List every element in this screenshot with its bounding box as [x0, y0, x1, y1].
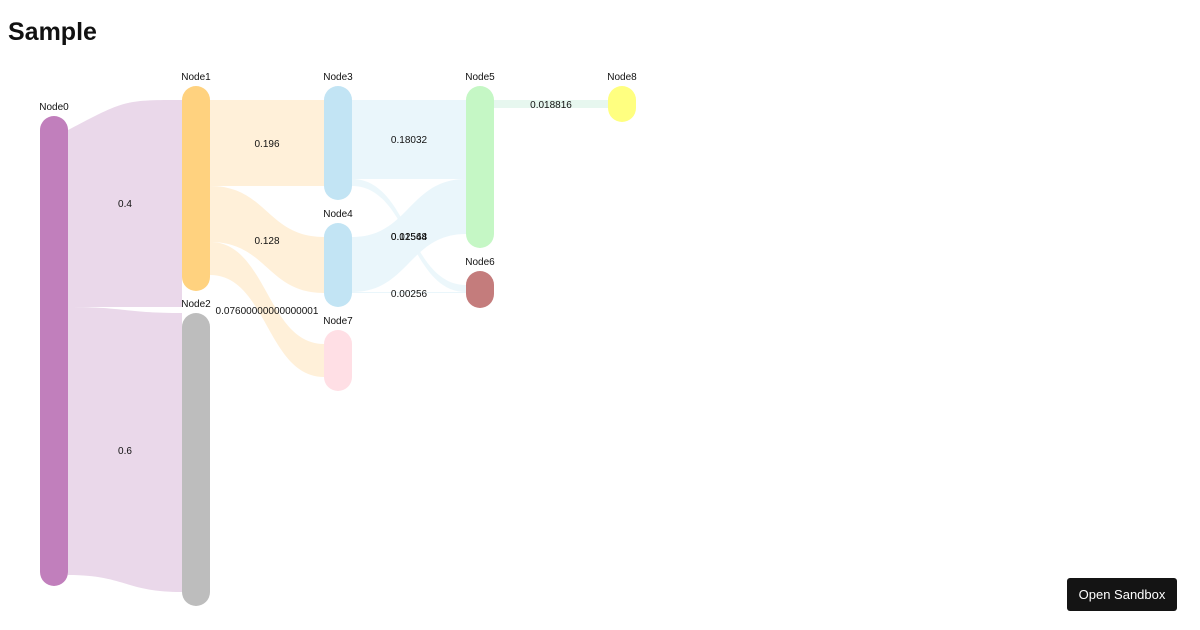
node-label-node6: Node6 — [465, 257, 495, 268]
node-node3[interactable] — [324, 86, 352, 200]
link-label-node1-node7: 0.07600000000000001 — [216, 306, 319, 317]
link-node3-node5[interactable] — [352, 100, 466, 179]
link-node1-node3[interactable] — [210, 100, 324, 186]
link-label-node4-node5: 0.12544 — [391, 232, 428, 243]
node-label-node4: Node4 — [323, 209, 353, 220]
node-node6[interactable] — [466, 271, 494, 308]
node-label-node7: Node7 — [323, 316, 353, 327]
link-label-node1-node4: 0.128 — [254, 236, 279, 247]
link-node4-node6[interactable] — [352, 292, 466, 293]
links — [68, 100, 608, 592]
nodes — [40, 86, 636, 606]
node-label-node3: Node3 — [323, 72, 353, 83]
link-label-node3-node5: 0.18032 — [391, 135, 428, 146]
node-node4[interactable] — [324, 223, 352, 307]
link-node4-node5[interactable] — [352, 179, 466, 292]
link-labels: 0.4 0.6 0.196 0.128 0.07600000000000001 … — [118, 100, 572, 457]
link-node5-node8[interactable] — [494, 100, 608, 108]
node-node1[interactable] — [182, 86, 210, 291]
node-node2[interactable] — [182, 313, 210, 606]
node-node5[interactable] — [466, 86, 494, 248]
open-sandbox-button[interactable]: Open Sandbox — [1067, 578, 1177, 611]
node-node7[interactable] — [324, 330, 352, 391]
node-labels: Node0 Node1 Node2 Node3 Node4 Node5 Node… — [39, 72, 637, 327]
link-label-node4-node6: 0.00256 — [391, 289, 428, 300]
link-label-node0-node2: 0.6 — [118, 446, 132, 457]
link-label-node0-node1: 0.4 — [118, 199, 132, 210]
link-node1-node4[interactable] — [210, 186, 324, 293]
node-label-node8: Node8 — [607, 72, 637, 83]
link-label-node5-node8: 0.018816 — [530, 100, 572, 111]
node-label-node5: Node5 — [465, 72, 495, 83]
link-node0-node1[interactable] — [68, 100, 182, 307]
page-title: Sample — [8, 18, 97, 46]
link-label-node1-node3: 0.196 — [254, 139, 279, 150]
node-node0[interactable] — [40, 116, 68, 586]
link-node0-node2[interactable] — [68, 307, 182, 592]
node-label-node0: Node0 — [39, 102, 69, 113]
node-label-node1: Node1 — [181, 72, 211, 83]
node-label-node2: Node2 — [181, 299, 211, 310]
node-node8[interactable] — [608, 86, 636, 122]
link-node1-node7[interactable] — [210, 242, 324, 377]
link-label-node3-node6: 0.01568 — [391, 232, 428, 243]
